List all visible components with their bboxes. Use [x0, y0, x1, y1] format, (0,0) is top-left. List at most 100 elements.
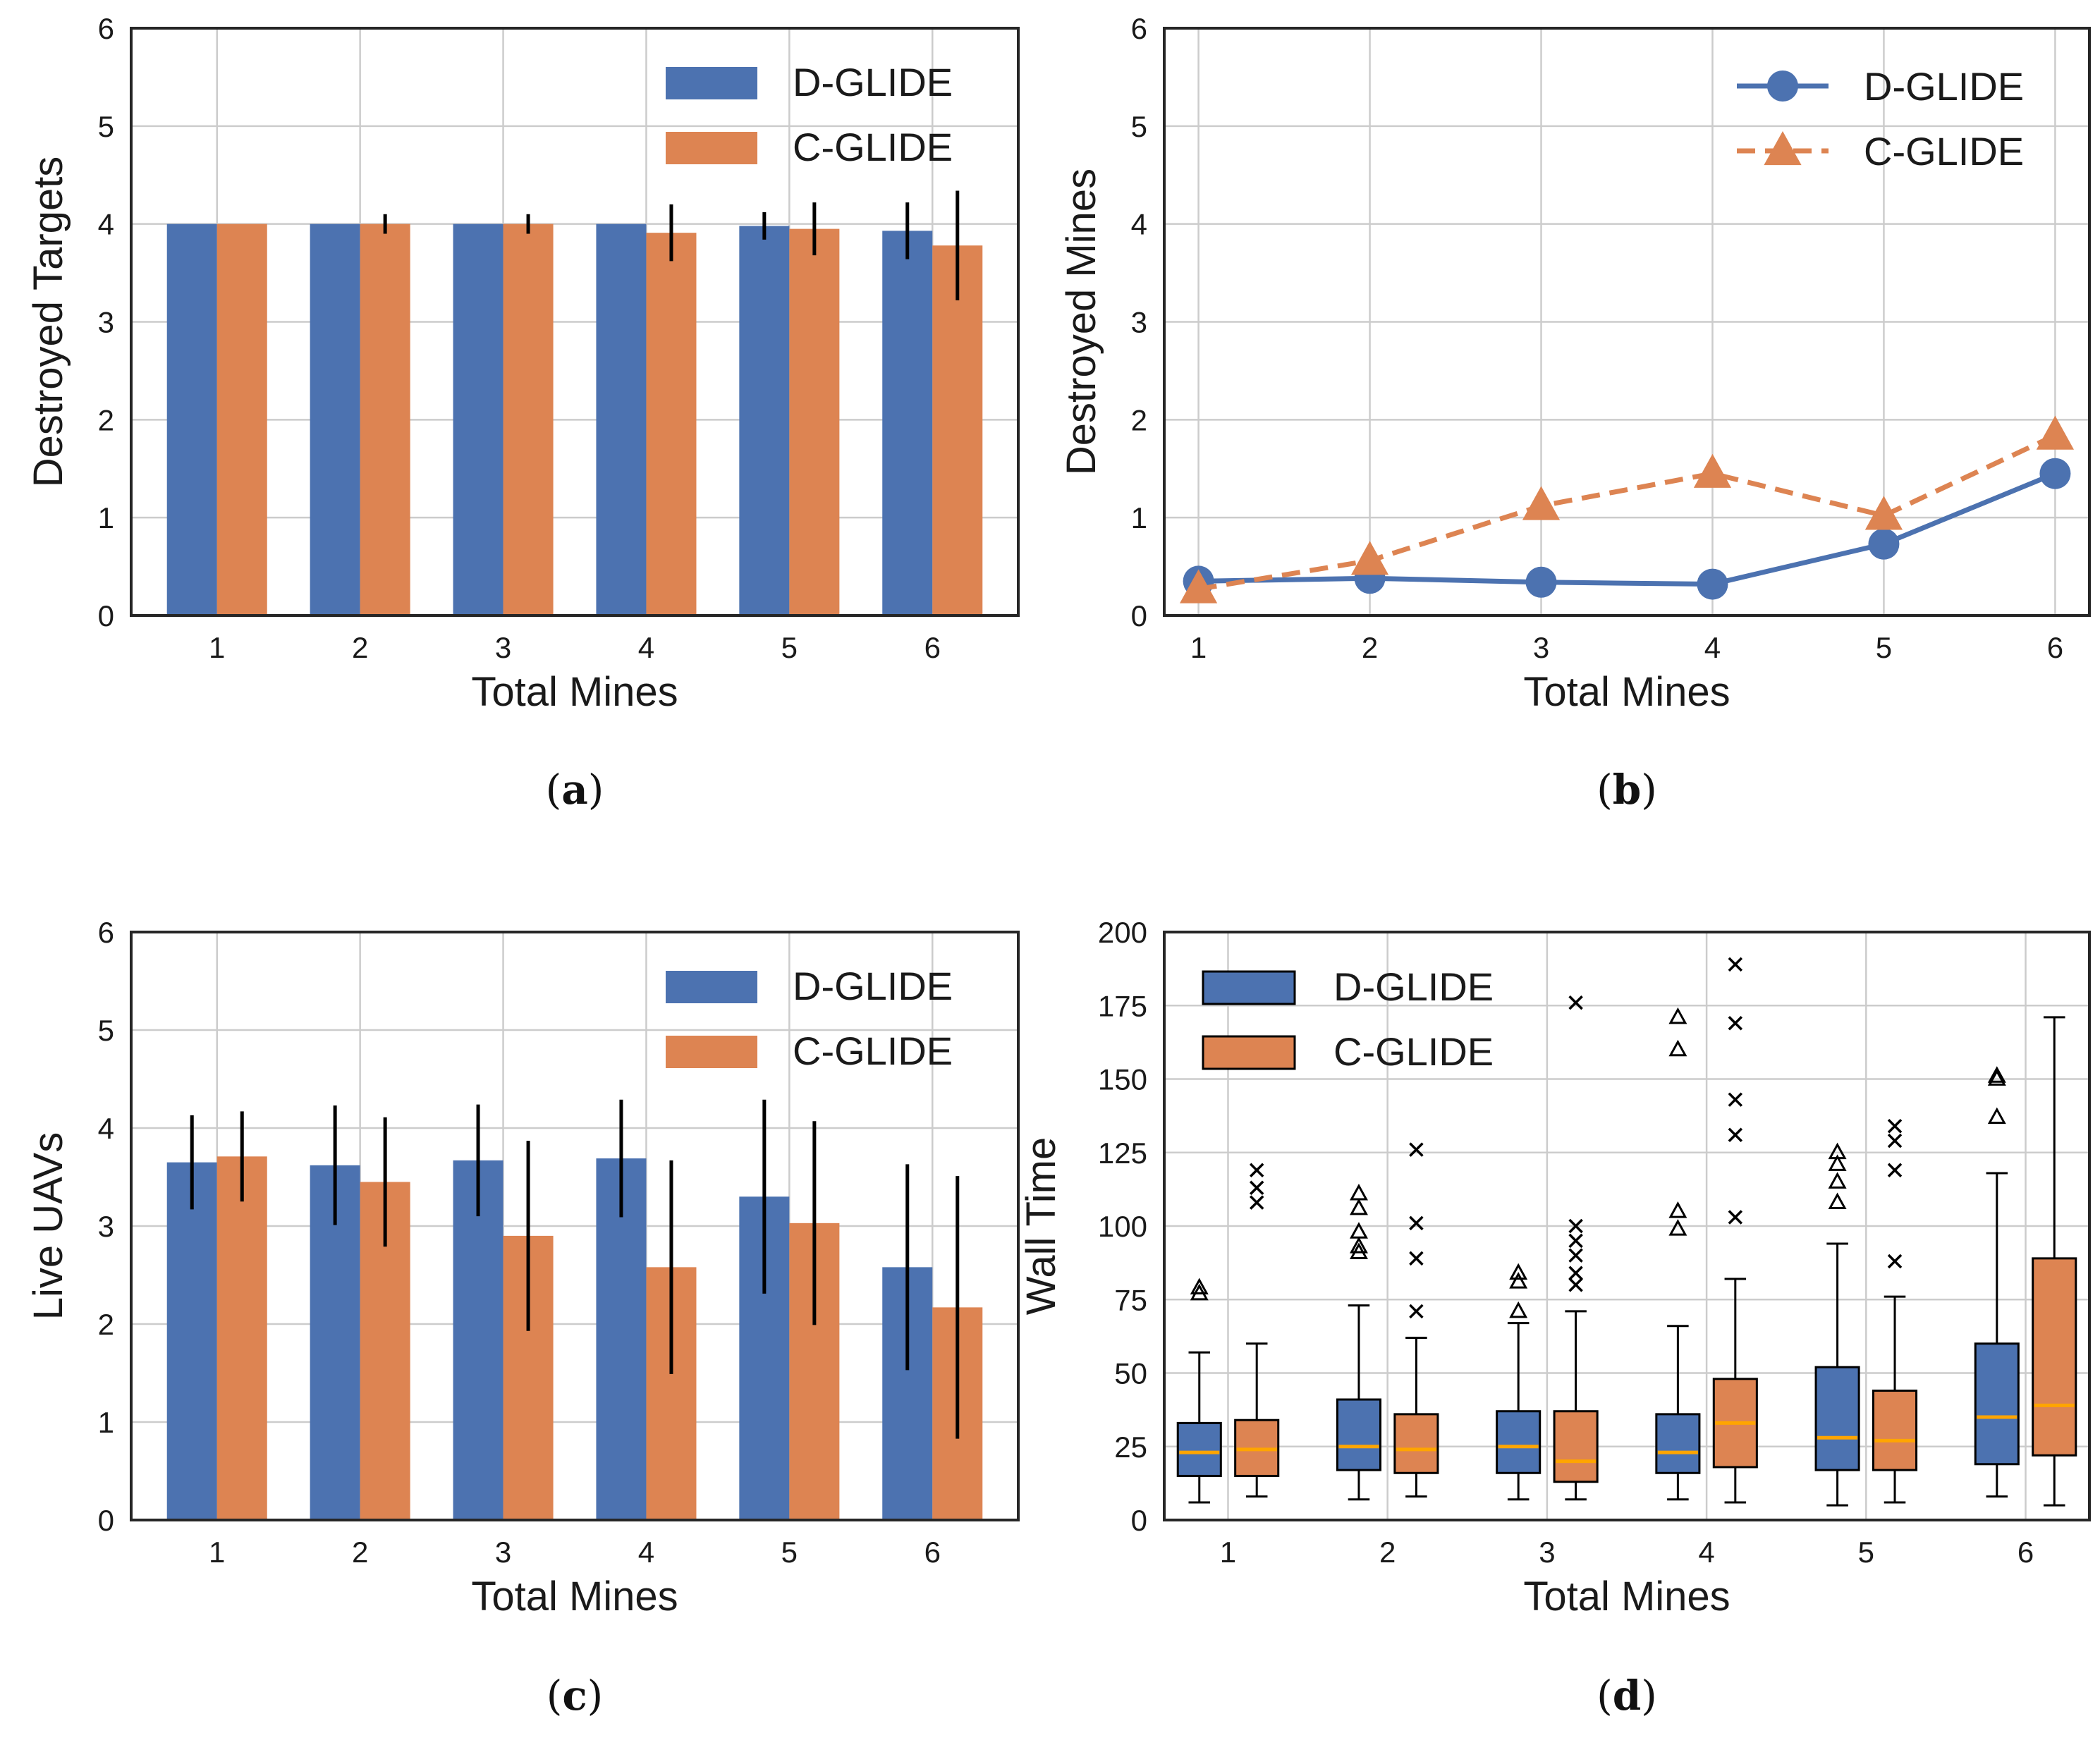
chart-d: 0 25 50 75 100 125 150 175 200 1 2 3 4 5 6 D-GLIDE C-GLI…: [1018, 916, 2091, 1720]
chart-b-xtick-label: 3: [1533, 631, 1549, 664]
chart-d-outlier-dglide: [1349, 1222, 1368, 1239]
chart-d-outlier-dglide: [1349, 1237, 1368, 1254]
chart-a-legend-label-dglide: D-GLIDE: [793, 60, 953, 104]
chart-a-bar-cglide: [789, 228, 840, 615]
chart-c-caption-letter: c: [562, 1672, 587, 1720]
chart-a-legend-swatch-cglide: [666, 132, 757, 164]
chart-d-outlier-cglide: [1887, 1163, 1903, 1178]
chart-d-box-dglide: [1814, 1366, 1860, 1471]
chart-a-bar-dglide: [453, 223, 503, 616]
chart-a-caption: (a): [546, 766, 604, 814]
chart-b-caption: (b): [1597, 766, 1657, 814]
chart-c-ytick-label: 3: [98, 1210, 114, 1243]
chart-a-bar-dglide: [882, 231, 933, 615]
chart-c-bar-cglide: [216, 1156, 267, 1520]
chart-b-y-axis-label: Destroyed Mines: [1058, 169, 1104, 475]
chart-a-xtick-label: 1: [209, 631, 225, 664]
chart-d-outlier-cglide: [1887, 1133, 1903, 1148]
chart-d-outlier-cglide: [1887, 1118, 1903, 1134]
chart-d-ytick-label: 0: [1131, 1504, 1147, 1537]
chart-a-x-axis-label: Total Mines: [471, 669, 678, 715]
chart-d-caption-letter: d: [1613, 1672, 1642, 1720]
chart-d-ytick-label: 25: [1114, 1430, 1147, 1464]
chart-a-ytick-label: 3: [98, 306, 114, 339]
chart-d-outlier-dglide: [1987, 1069, 2006, 1086]
chart-d-legend-swatch-dglide: [1202, 970, 1296, 1005]
chart-d-outlier-dglide: [1668, 1201, 1687, 1218]
chart-d-outlier-cglide: [1728, 1127, 1743, 1142]
chart-d-xtick-label: 5: [1858, 1536, 1874, 1569]
chart-b-ytick-label: 5: [1131, 110, 1147, 143]
chart-b-point-dglide: [2039, 458, 2071, 489]
chart-a-bar-cglide: [932, 245, 983, 616]
chart-d-box-dglide: [1655, 1413, 1701, 1474]
chart-d-ytick-label: 50: [1114, 1357, 1147, 1390]
chart-d-outlier-dglide: [1828, 1154, 1847, 1171]
chart-c-ytick-label: 0: [98, 1504, 114, 1537]
chart-a-xtick-label: 5: [781, 631, 798, 664]
chart-a-bar-dglide: [739, 226, 790, 615]
chart-b-legend-marker-cglide: [1764, 131, 1802, 166]
chart-b-caption-close: ): [1641, 766, 1657, 814]
chart-c-legend-label-cglide: C-GLIDE: [793, 1029, 953, 1073]
chart-d-xtick-label: 2: [1379, 1536, 1396, 1569]
chart-c-ytick-label: 6: [98, 916, 114, 949]
chart-d-ytick-label: 200: [1098, 916, 1147, 949]
chart-a-bar-dglide: [166, 223, 217, 616]
chart-d-outlier-cglide: [1409, 1304, 1424, 1319]
chart-d-box-cglide: [1393, 1413, 1439, 1474]
chart-d-xtick-label: 4: [1698, 1536, 1714, 1569]
chart-b-point-cglide: [1864, 496, 1903, 530]
chart-b-ytick-label: 3: [1131, 306, 1147, 339]
chart-b-line-cglide: [1198, 433, 2056, 592]
chart-c-axes-frame: [130, 931, 1020, 1521]
chart-a-bar-cglide: [646, 233, 697, 616]
chart-d-outlier-dglide: [1349, 1184, 1368, 1201]
chart-a-bar-dglide: [596, 223, 647, 616]
chart-d-outlier-dglide: [1828, 1192, 1847, 1210]
chart-d-ytick-label: 125: [1098, 1136, 1147, 1170]
chart-a-bar-cglide: [360, 223, 410, 616]
chart-d-outlier-dglide: [1190, 1278, 1209, 1294]
chart-b-x-axis-label: Total Mines: [1523, 669, 1730, 715]
chart-a-caption-close: ): [588, 766, 604, 814]
chart-d-outlier-cglide: [1568, 1266, 1583, 1280]
chart-d-ytick-label: 75: [1114, 1283, 1147, 1316]
chart-d-outlier-cglide: [1568, 1218, 1583, 1234]
chart-a-ytick-label: 0: [98, 599, 114, 632]
chart-d-outlier-cglide: [1568, 1278, 1583, 1292]
chart-b-caption-letter: b: [1613, 766, 1642, 814]
chart-a-xtick-label: 6: [924, 631, 941, 664]
chart-c-bar-dglide: [453, 1160, 503, 1520]
chart-c-legend-label-dglide: D-GLIDE: [793, 964, 953, 1008]
chart-c-caption: (c): [547, 1672, 604, 1720]
chart-d-ytick-label: 150: [1098, 1063, 1147, 1096]
chart-c-legend-swatch-dglide: [666, 971, 757, 1003]
chart-b-ytick-label: 1: [1131, 501, 1147, 534]
chart-b-xtick-label: 2: [1362, 631, 1378, 664]
chart-a-legend-swatch-dglide: [666, 67, 757, 99]
chart-b-xtick-label: 1: [1190, 631, 1207, 664]
chart-d-outlier-cglide: [1249, 1195, 1264, 1210]
chart-d-outlier-dglide: [1509, 1301, 1528, 1318]
chart-d-outlier-dglide: [1828, 1142, 1847, 1160]
chart-d-box-cglide: [1872, 1390, 1918, 1471]
chart-d-outlier-cglide: [1249, 1163, 1264, 1178]
chart-b-legend-marker-dglide: [1767, 71, 1798, 102]
chart-d-outlier-cglide: [1568, 1233, 1583, 1249]
chart-a-ytick-label: 2: [98, 403, 114, 436]
chart-c-xtick-label: 6: [924, 1536, 941, 1569]
chart-c-xtick-label: 4: [638, 1536, 654, 1569]
chart-a-xtick-label: 4: [638, 631, 654, 664]
chart-a-y-axis-label: Destroyed Targets: [25, 157, 71, 488]
chart-d-caption-close: ): [1641, 1672, 1657, 1720]
chart-d-x-axis-label: Total Mines: [1523, 1574, 1730, 1619]
chart-d-outlier-cglide: [1409, 1142, 1424, 1157]
chart-a-caption-letter: a: [561, 766, 588, 814]
chart-d-box-dglide: [1974, 1342, 2020, 1466]
chart-a-bar-cglide: [503, 223, 554, 616]
chart-a-ytick-label: 4: [98, 208, 114, 241]
chart-a-ytick-label: 5: [98, 110, 114, 143]
chart-d-outlier-cglide: [1409, 1215, 1424, 1231]
chart-d-outlier-dglide: [1668, 1039, 1687, 1057]
